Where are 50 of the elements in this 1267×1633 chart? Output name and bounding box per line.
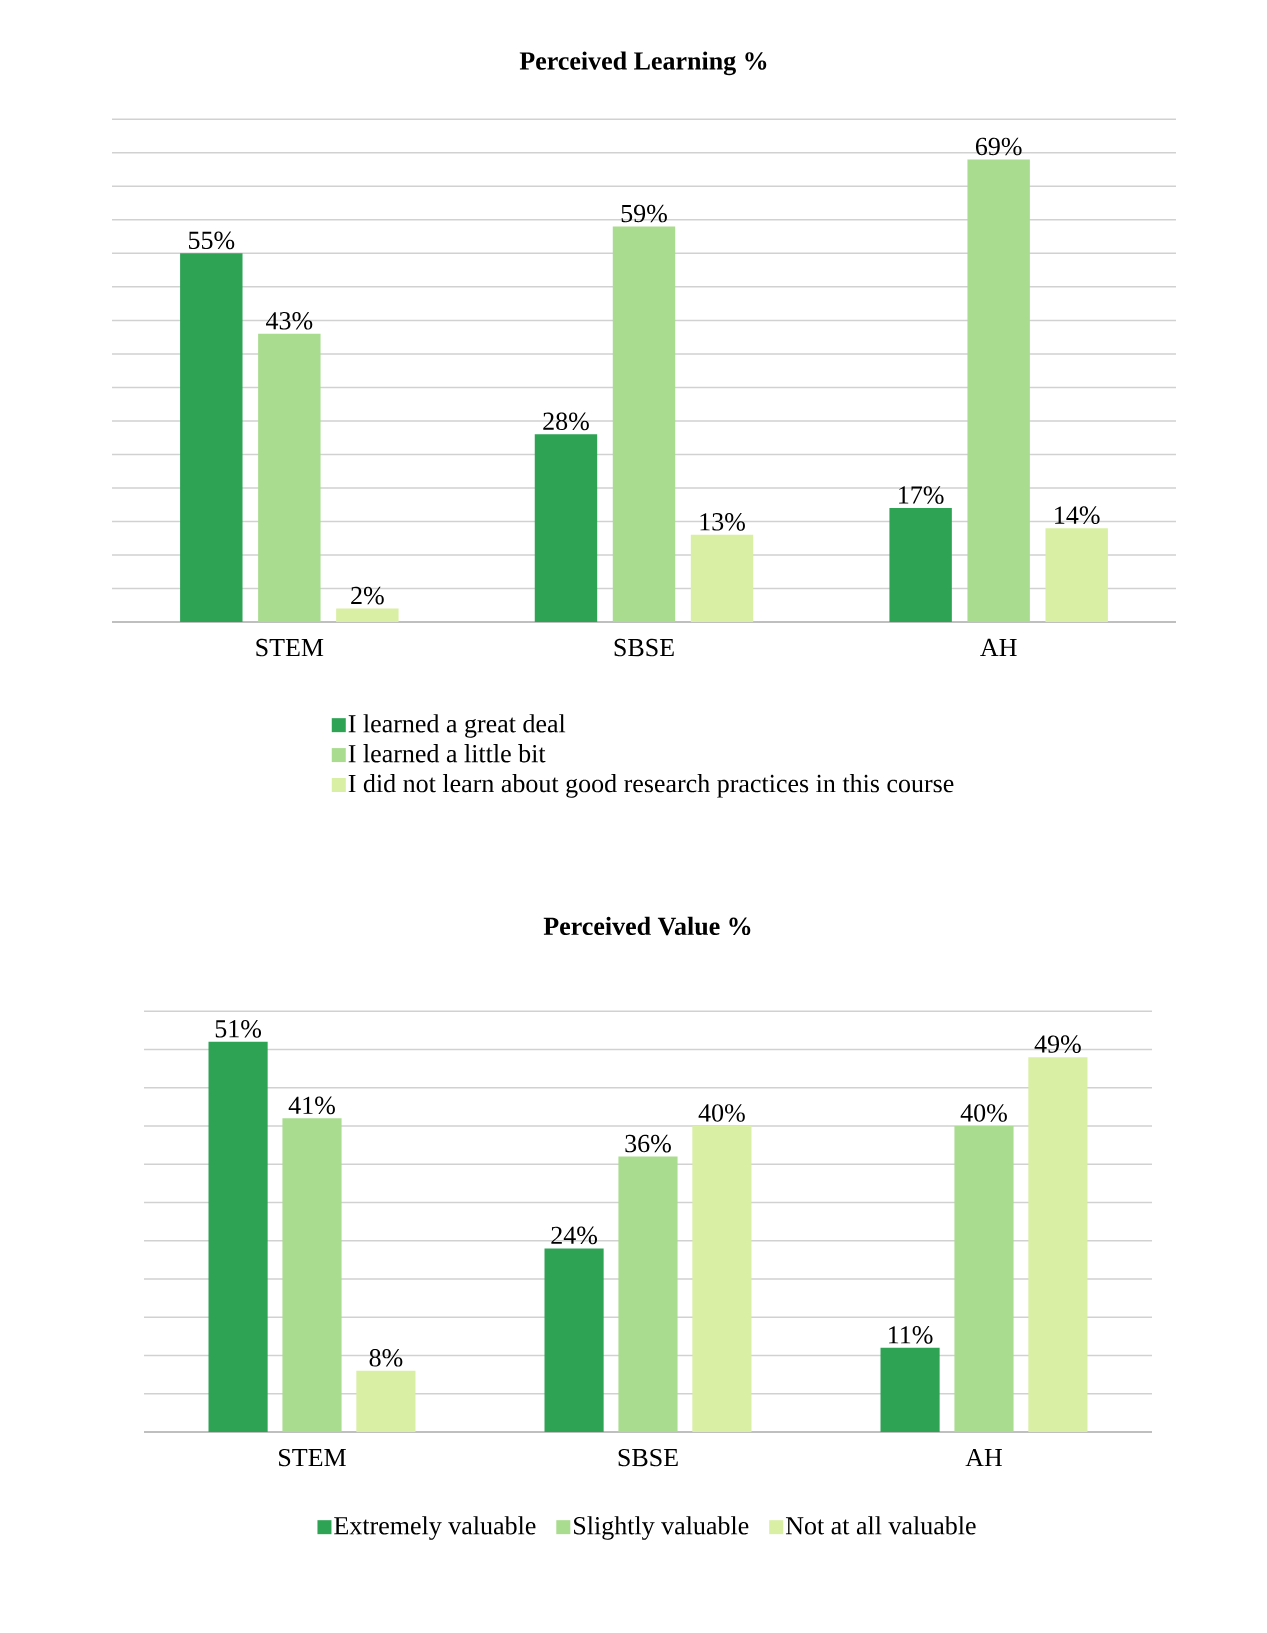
legend-label: Slightly valuable: [574, 1516, 749, 1540]
bar: [356, 1370, 416, 1433]
data-label: 69%: [975, 137, 1022, 156]
data-label: 8%: [369, 1348, 403, 1367]
bar: [1028, 1057, 1088, 1433]
data-label: 43%: [266, 311, 313, 330]
chart-title: Perceived Value %: [543, 916, 751, 936]
data-label: 49%: [1034, 1035, 1081, 1053]
legend-label: Not at all valuable: [785, 1516, 976, 1535]
bar: [967, 159, 1030, 623]
legend-label: I learned a great deal: [348, 714, 566, 738]
data-label: 11%: [889, 1326, 933, 1344]
data-label: 13%: [700, 513, 745, 531]
legend-label: Extremely valuable: [334, 1516, 536, 1540]
data-label: 41%: [288, 1096, 335, 1115]
data-label: 55%: [188, 231, 235, 250]
bar: [612, 226, 676, 623]
data-label: 17%: [899, 486, 944, 504]
legend-label: I did not learn about good research practices in this course: [348, 774, 954, 798]
data-label: 2%: [351, 586, 384, 605]
bar: [954, 1125, 1014, 1433]
x-tick-label: AH: [965, 1448, 1002, 1467]
bar: [258, 333, 321, 623]
bar: [534, 434, 598, 623]
x-tick-label: STEM: [279, 1448, 346, 1467]
x-tick-label: SBSE: [614, 638, 674, 657]
bar: [1045, 528, 1108, 623]
bar: [692, 1125, 752, 1433]
data-label: 59%: [621, 204, 667, 223]
x-tick-label: AH: [980, 638, 1017, 657]
data-label: 40%: [960, 1104, 1007, 1122]
bar: [180, 253, 243, 623]
data-label: 24%: [551, 1226, 598, 1245]
bar: [880, 1347, 940, 1433]
bar: [544, 1248, 604, 1433]
bar: [889, 508, 952, 623]
bar: [618, 1156, 678, 1433]
legend-label: I learned a little bit: [348, 744, 546, 763]
data-label: 40%: [698, 1104, 745, 1122]
data-label: 28%: [543, 412, 589, 431]
data-label: 51%: [215, 1020, 262, 1038]
bar: [690, 534, 754, 623]
data-label: 36%: [625, 1134, 671, 1153]
x-tick-label: SBSE: [618, 1448, 678, 1467]
chart-title: Perceived Learning %: [519, 51, 767, 76]
x-tick-label: STEM: [256, 638, 324, 657]
bar: [336, 608, 399, 623]
bar: [208, 1041, 268, 1433]
bar: [282, 1118, 342, 1433]
data-label: 14%: [1055, 506, 1100, 524]
